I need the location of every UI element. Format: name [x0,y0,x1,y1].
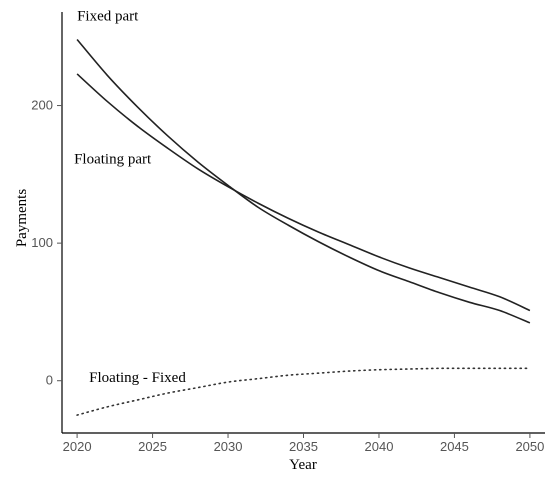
annotation-group: Fixed part Floating part Floating - Fixed [74,8,186,386]
series-line-fixed-part [76,39,531,324]
series-line-floating-fixed [76,367,531,416]
annotation-label: Floating - Fixed [89,370,186,386]
annotation-label: Fixed part [77,8,139,24]
y-tick-label: 200 [31,98,53,113]
x-tick-label: 2035 [289,439,318,454]
series-group [76,39,531,416]
x-tick-label: 2040 [365,439,394,454]
y-tick-label: 100 [31,235,53,250]
y-tick-label: 0 [46,373,53,388]
y-axis-title: Payments [14,189,30,247]
x-tick-label: 2050 [515,439,544,454]
x-tick-label: 2025 [138,439,167,454]
x-tick-label: 2020 [63,439,92,454]
series-line-floating-part [76,73,531,312]
x-axis-title: Year [289,457,317,473]
x-tick-label: 2030 [214,439,243,454]
annotation-label: Floating part [74,151,152,167]
tick-group: 2020 2025 2030 2035 2040 2045 2050 0 100 200 [31,98,544,454]
x-tick-label: 2045 [440,439,469,454]
